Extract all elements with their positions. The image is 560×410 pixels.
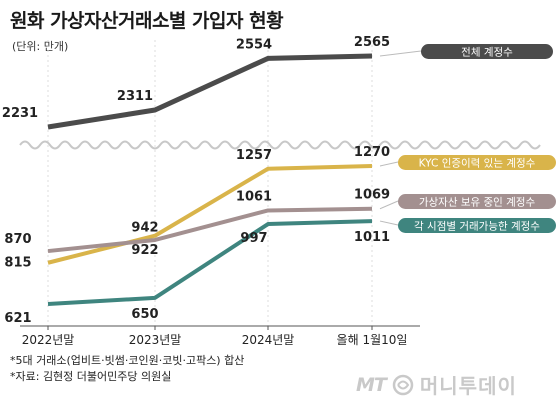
chart-title: 원화 가상자산거래소별 가입자 현황 [10, 10, 284, 32]
legend-pill [398, 218, 556, 233]
series-line [47, 219, 373, 306]
legend-leader-line [379, 220, 399, 226]
data-label: 1011 [354, 230, 390, 245]
data-label: 922 [131, 243, 158, 258]
legend-leader-line [379, 50, 422, 57]
data-label: 815 [4, 256, 31, 271]
logo-mark: MT [356, 373, 387, 396]
data-label: 1069 [354, 188, 390, 203]
data-label: 2554 [236, 37, 272, 52]
unit-label: (단위: 만개) [12, 40, 69, 53]
legend-label: 가상자산 보유 중인 계정수 [419, 197, 536, 209]
x-tick-label: 2024년말 [242, 333, 295, 347]
data-label: 2565 [354, 35, 390, 50]
swirl-icon [392, 374, 414, 395]
logo-name: 머니투데이 [419, 374, 517, 398]
legend-pill [421, 44, 553, 59]
data-label: 2311 [117, 89, 153, 104]
x-tick-label: 2023년말 [129, 333, 182, 347]
data-label: 1257 [236, 148, 272, 163]
data-label: 870 [4, 232, 31, 247]
publisher-logo: MT 머니투데이 [356, 370, 517, 399]
legend-label: KYC 인증이력 있는 계정수 [419, 158, 536, 170]
data-label: 997 [240, 231, 267, 246]
footnote-exchanges: *5대 거래소(업비트·빗썸·코인원·코빗·고팍스) 합산 [10, 354, 245, 367]
legend-label: 각 시점별 거래가능한 계정수 [414, 221, 540, 233]
footnotes: *5대 거래소(업비트·빗썸·코인원·코빗·고팍스) 합산 *자료: 김현정 더… [10, 353, 244, 385]
data-label: 942 [131, 221, 158, 236]
data-label: 1061 [236, 189, 272, 204]
legend-leader-line [379, 200, 399, 210]
data-label: 2231 [2, 106, 38, 121]
line-chart: 2022년말 2023년말 2024년말 올해 1월10일 2231 2311 2554 25… [2, 35, 556, 347]
footnote-source: *자료: 김현정 더불어민주당 의원실 [10, 370, 172, 383]
series-line [47, 164, 373, 265]
data-label: 1270 [354, 145, 390, 160]
legend-pill [398, 155, 556, 170]
legend-pill [398, 194, 556, 209]
series-line [47, 53, 373, 130]
x-tick-label: 올해 1월10일 [337, 333, 408, 347]
data-label: 650 [131, 307, 158, 322]
legend-leader-line [379, 161, 399, 167]
legend-label: 전체 계정수 [461, 47, 513, 59]
data-label: 621 [4, 311, 31, 326]
series-line [47, 206, 373, 254]
x-tick-label: 2022년말 [22, 333, 75, 347]
axis-break-wave [19, 140, 541, 150]
